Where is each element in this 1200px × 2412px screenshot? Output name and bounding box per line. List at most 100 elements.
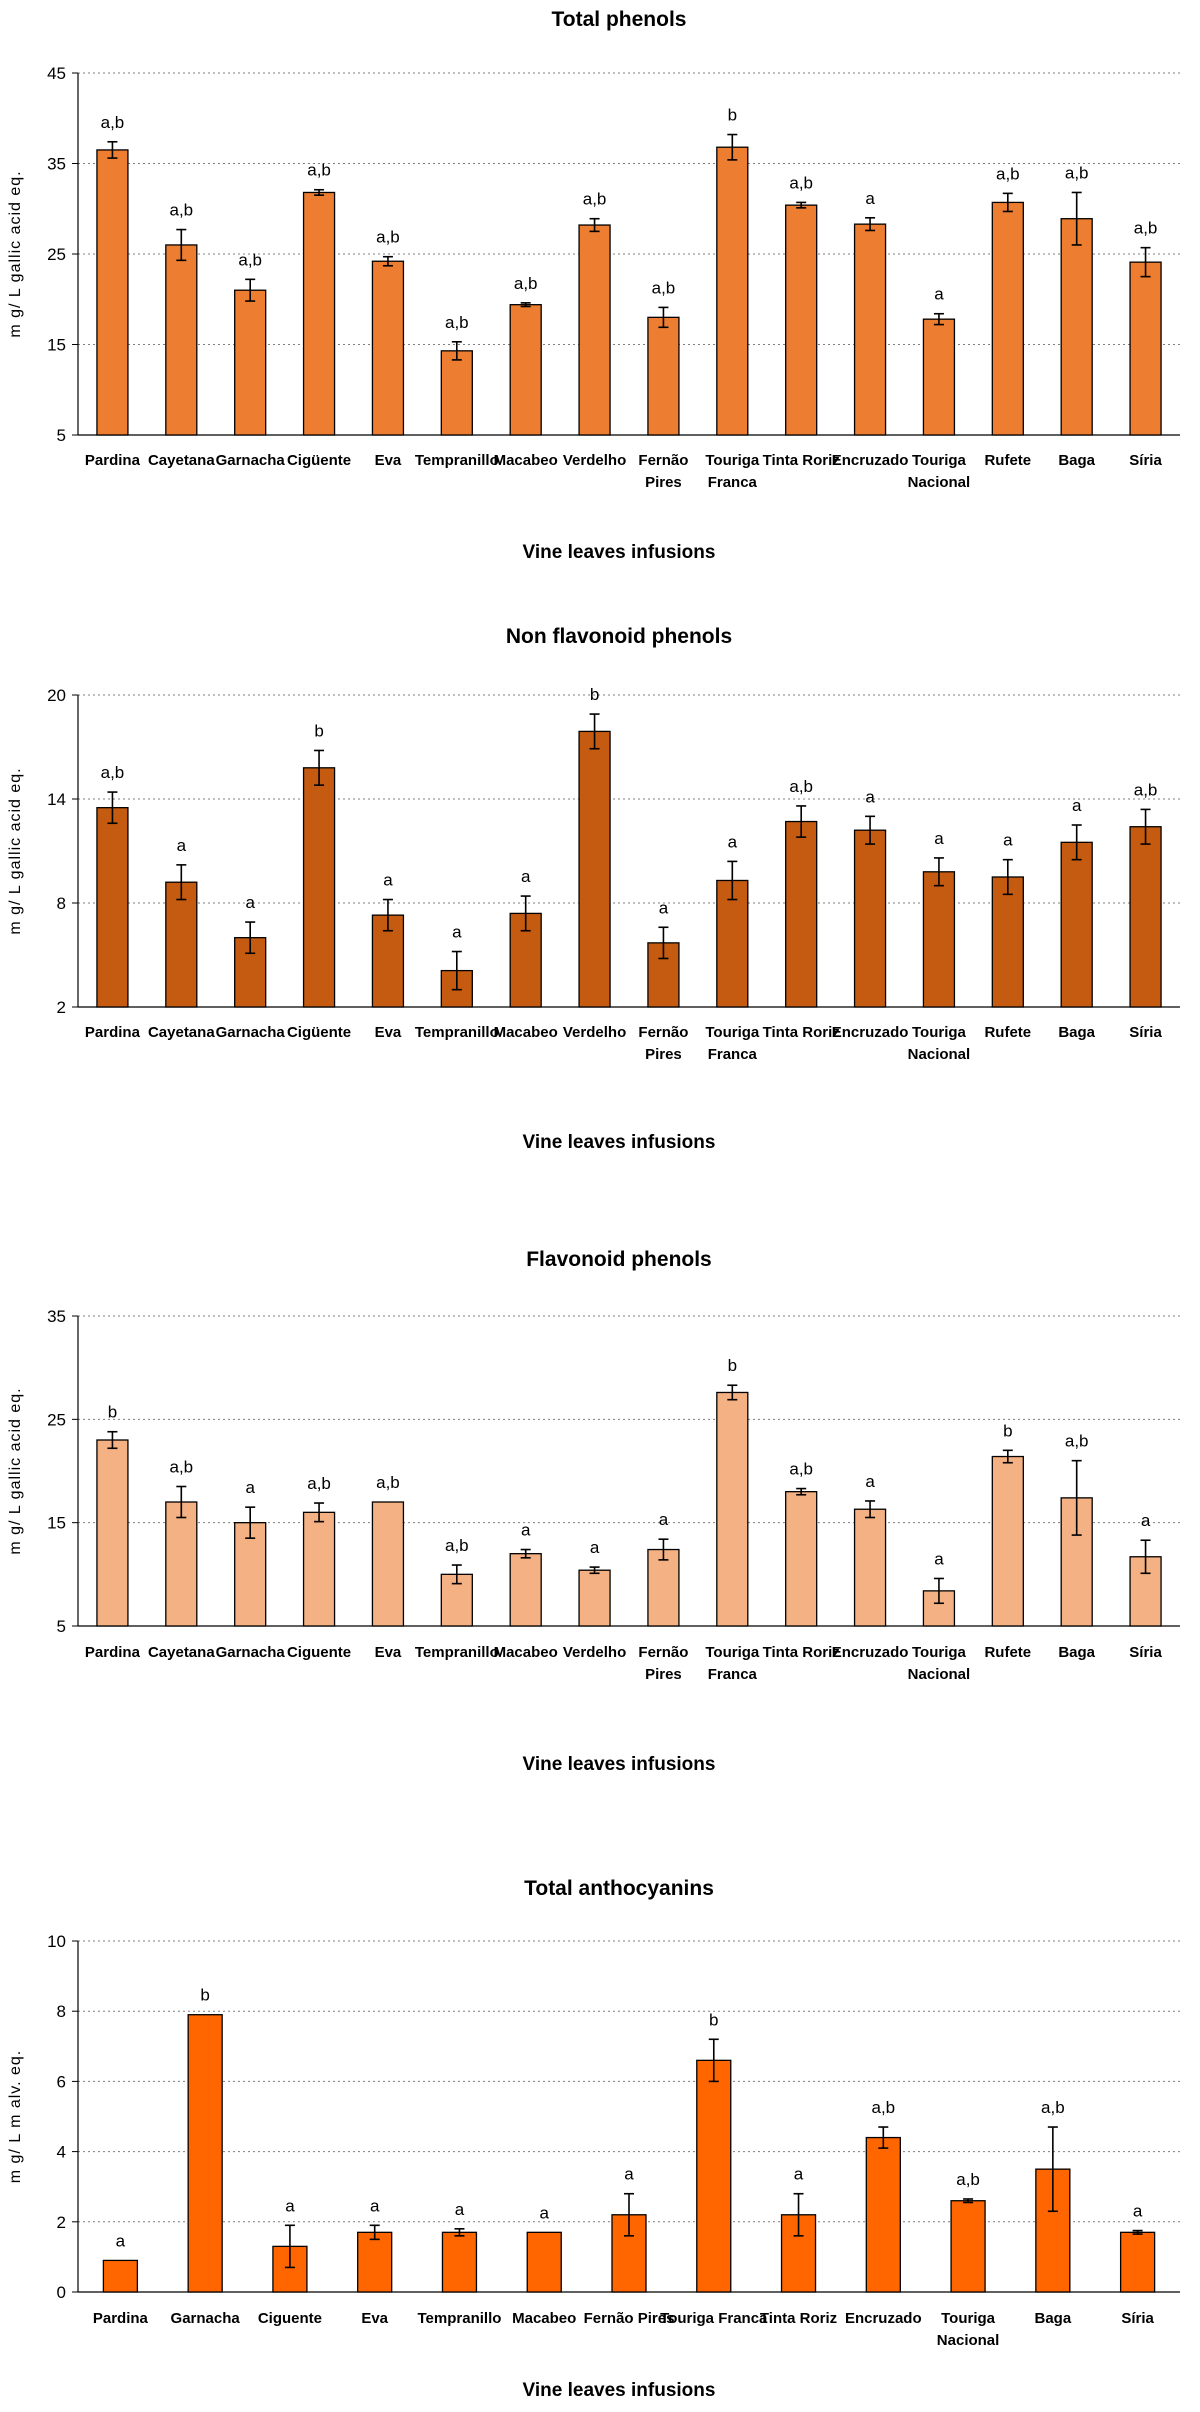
category-label: Garnacha <box>216 452 286 469</box>
category-label: Pardina <box>85 1024 141 1041</box>
significance-label: a <box>1141 1511 1151 1530</box>
chart-title: Total phenols <box>552 8 687 31</box>
category-label: Pardina <box>93 2310 149 2327</box>
category-label: Fernão Pires <box>584 2310 675 2327</box>
bar <box>1129 826 1162 1008</box>
significance-label: a,b <box>101 763 125 782</box>
significance-label: b <box>108 1403 117 1422</box>
category-label: Eva <box>375 1644 402 1661</box>
significance-label: a <box>865 787 875 806</box>
significance-label: a <box>370 2196 380 2215</box>
category-label: Touriga <box>912 1644 967 1661</box>
significance-label: a <box>934 1549 944 1568</box>
category-label: Baga <box>1035 2310 1072 2327</box>
category-label: Síria <box>1129 1024 1162 1041</box>
bar <box>853 1508 887 1627</box>
category-label: Encruzado <box>845 2310 922 2327</box>
y-tick-label: 8 <box>57 2002 66 2021</box>
bar <box>785 820 818 1008</box>
y-axis-label: m g/ L m alv. eq. <box>7 2050 24 2183</box>
significance-label: a <box>116 2231 126 2250</box>
significance-label: a,b <box>101 113 125 132</box>
category-label: Touriga <box>912 452 967 469</box>
category-label: Garnacha <box>171 2310 241 2327</box>
significance-label: a,b <box>169 1458 193 1477</box>
bar <box>357 2231 393 2293</box>
bar <box>785 204 818 436</box>
bar <box>647 316 680 436</box>
significance-label: a,b <box>1041 2098 1065 2117</box>
x-axis-label: Vine leaves infusions <box>523 2380 716 2401</box>
significance-label: a,b <box>376 228 400 247</box>
category-label: Macabeo <box>512 2310 576 2327</box>
significance-label: a <box>659 898 669 917</box>
chart-title: Total anthocyanins <box>524 1877 714 1900</box>
significance-label: a,b <box>238 250 262 269</box>
bar <box>441 2231 478 2293</box>
category-label: Síria <box>1129 1644 1162 1661</box>
category-label: Tinta Roriz <box>763 1644 840 1661</box>
x-axis-label: Vine leaves infusions <box>523 1132 716 1153</box>
significance-label: a <box>590 1538 600 1557</box>
y-tick-label: 25 <box>47 245 66 264</box>
category-label: Pires <box>645 1666 682 1683</box>
category-label: Macabeo <box>494 1644 558 1661</box>
x-axis-label: Vine leaves infusions <box>523 1754 716 1775</box>
significance-label: a,b <box>652 278 676 297</box>
category-label: Síria <box>1121 2310 1154 2327</box>
bar <box>991 1455 1024 1627</box>
y-tick-label: 5 <box>57 1617 66 1636</box>
category-label: Baga <box>1058 1644 1095 1661</box>
bar <box>853 829 887 1008</box>
category-label: Pires <box>645 474 682 491</box>
category-label: Touriga <box>705 1644 760 1661</box>
bar <box>1129 261 1162 436</box>
y-tick-label: 15 <box>47 1514 66 1533</box>
x-axis-label: Vine leaves infusions <box>523 542 716 563</box>
significance-label: a <box>245 1478 255 1497</box>
category-label: Nacional <box>908 474 971 491</box>
y-tick-label: 45 <box>47 64 66 83</box>
category-label: Fernão <box>638 452 688 469</box>
category-label: Tempranillo <box>418 2310 502 2327</box>
significance-label: b <box>1003 1421 1012 1440</box>
significance-label: a,b <box>956 2170 980 2189</box>
category-label: Encruzado <box>832 1024 909 1041</box>
bar <box>234 1522 267 1627</box>
significance-label: a,b <box>996 164 1020 183</box>
category-label: Eva <box>361 2310 388 2327</box>
bar <box>302 1511 336 1627</box>
category-label: Fernão <box>638 1644 688 1661</box>
bar <box>526 2231 562 2293</box>
significance-label: a <box>1003 831 1013 850</box>
category-label: Verdelho <box>563 452 626 469</box>
significance-label: a,b <box>307 1474 331 1493</box>
y-tick-label: 6 <box>57 2072 66 2091</box>
category-label: Cayetana <box>148 452 215 469</box>
bar <box>922 318 956 436</box>
significance-label: a,b <box>169 201 193 220</box>
significance-label: a,b <box>1134 219 1158 238</box>
category-label: Tinta Roriz <box>763 1024 840 1041</box>
significance-label: a,b <box>376 1473 400 1492</box>
category-label: Touriga <box>941 2310 996 2327</box>
significance-label: b <box>590 685 599 704</box>
significance-label: a,b <box>514 274 538 293</box>
significance-label: a,b <box>1065 163 1089 182</box>
significance-label: a,b <box>871 2098 895 2117</box>
y-tick-label: 15 <box>47 336 66 355</box>
category-label: Cayetana <box>148 1024 215 1041</box>
bar <box>922 871 956 1008</box>
category-label: Franca <box>708 1666 758 1683</box>
category-label: Tempranillo <box>415 452 499 469</box>
category-label: Encruzado <box>832 452 909 469</box>
bar <box>165 881 198 1008</box>
significance-label: a <box>794 2165 804 2184</box>
significance-label: b <box>314 721 323 740</box>
category-label: Cayetana <box>148 1644 215 1661</box>
significance-label: b <box>728 106 737 125</box>
bar <box>853 223 887 436</box>
category-label: Macabeo <box>494 1024 558 1041</box>
bar <box>578 224 611 436</box>
bar <box>165 244 198 436</box>
